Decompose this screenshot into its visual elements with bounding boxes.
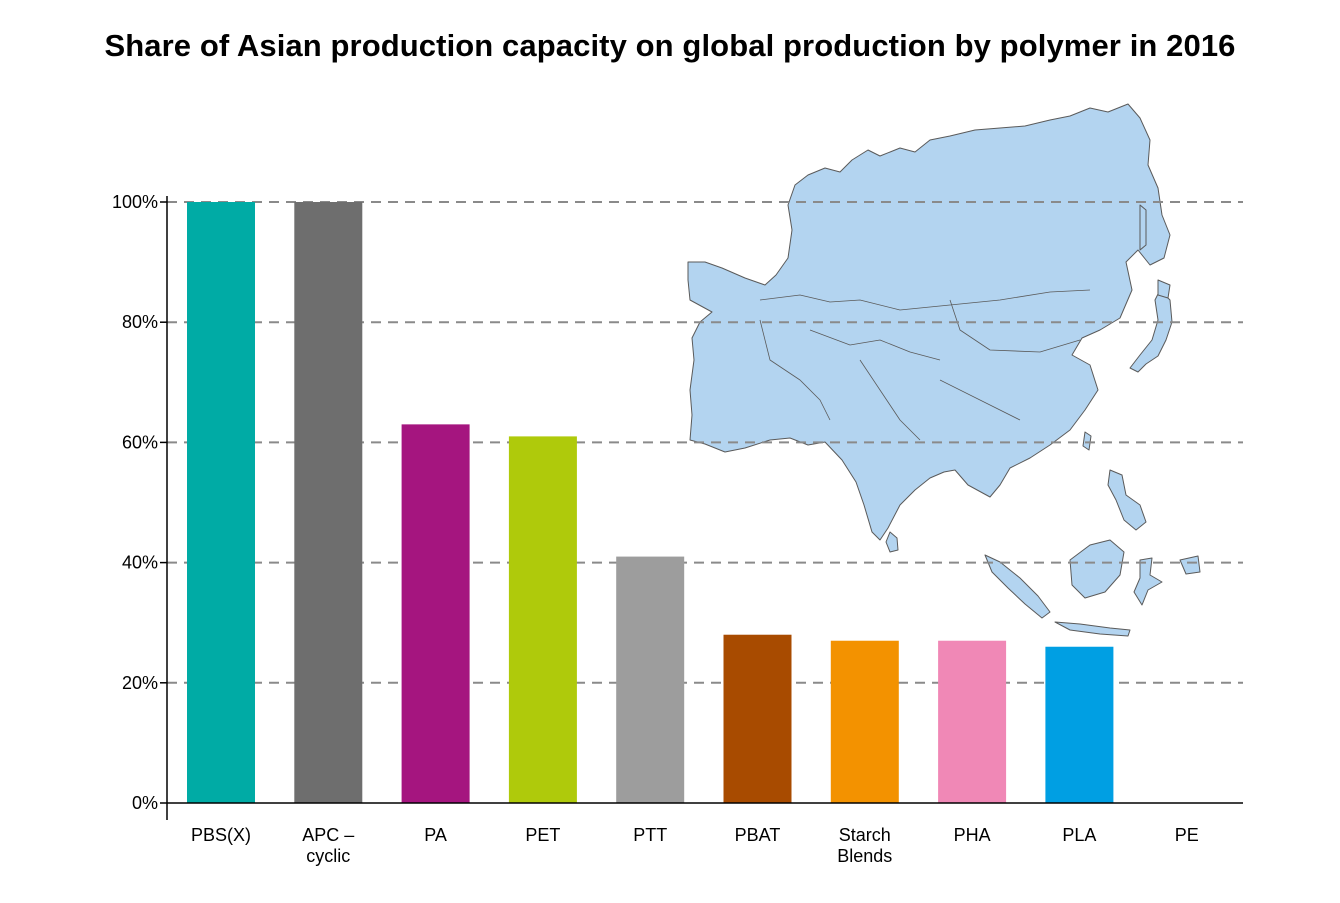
- y-tick-label: 60%: [122, 432, 158, 452]
- bar-2: [401, 424, 470, 803]
- x-tick-label: PBS(X): [191, 825, 251, 845]
- y-tick-label: 80%: [122, 312, 158, 332]
- x-tick-label: cyclic: [306, 846, 350, 866]
- x-tick-labels: PBS(X) APC –cyclic PA PET PTT PBAT StarchBlend…: [191, 825, 1199, 866]
- x-tick-label: PTT: [633, 825, 667, 845]
- x-tick-label: Starch: [839, 825, 891, 845]
- philippines: [1107, 469, 1147, 531]
- x-tick-label: PET: [525, 825, 560, 845]
- asia-mainland: [687, 103, 1171, 541]
- asia-borders: [759, 289, 1091, 441]
- chart-title: Share of Asian production capacity on gl…: [104, 28, 1236, 63]
- asia-map: [687, 103, 1201, 637]
- axes: [160, 196, 1243, 820]
- bar-7: [938, 640, 1007, 803]
- java: [1054, 621, 1131, 637]
- x-tick-label: APC –: [302, 825, 354, 845]
- taiwan: [1082, 431, 1092, 451]
- x-tick-label: PA: [424, 825, 447, 845]
- x-tick-label: Blends: [837, 846, 892, 866]
- sri-lanka: [885, 531, 899, 553]
- bar-3: [508, 436, 577, 803]
- new-guinea: [1179, 555, 1201, 575]
- japan: [1129, 289, 1173, 373]
- bar-4: [616, 556, 685, 803]
- borneo: [1069, 539, 1125, 599]
- sumatra: [984, 554, 1051, 619]
- bar-1: [294, 202, 363, 803]
- bar-8: [1045, 646, 1114, 803]
- sulawesi: [1133, 557, 1163, 606]
- hokkaido: [1157, 279, 1171, 299]
- x-tick-label: PBAT: [735, 825, 781, 845]
- bar-0: [187, 202, 255, 803]
- x-tick-label: PE: [1175, 825, 1199, 845]
- bar-6: [830, 640, 899, 803]
- y-tick-label: 100%: [112, 192, 158, 212]
- bars: [187, 202, 1114, 803]
- x-tick-label: PLA: [1062, 825, 1096, 845]
- sakhalin: [1139, 204, 1147, 251]
- y-tick-label: 0%: [132, 793, 158, 813]
- x-tick-label: PHA: [954, 825, 991, 845]
- y-tick-label: 40%: [122, 553, 158, 573]
- y-tick-labels: 0% 20% 40% 60% 80% 100%: [112, 192, 158, 813]
- y-tick-label: 20%: [122, 673, 158, 693]
- bar-5: [723, 634, 792, 803]
